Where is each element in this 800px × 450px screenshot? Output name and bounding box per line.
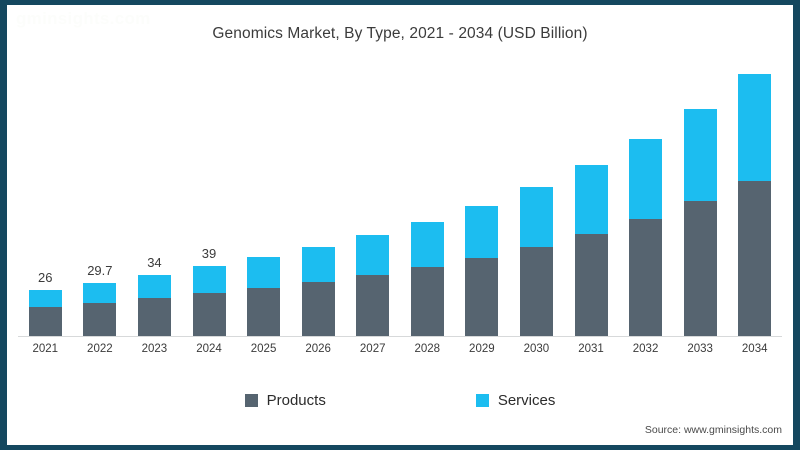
- x-axis-tick-label: 2025: [250, 343, 277, 355]
- bar-group[interactable]: 39: [192, 246, 226, 336]
- bar-group[interactable]: [356, 235, 390, 336]
- bar-segment-products[interactable]: [83, 303, 117, 336]
- frame-edge-bottom: [0, 445, 800, 450]
- bar-segment-products[interactable]: [465, 258, 499, 336]
- x-axis-tick-label: 2030: [523, 343, 550, 355]
- plot-area: 26 29.7 34 39: [18, 60, 782, 336]
- legend-label: Services: [497, 392, 556, 409]
- bar-segment-products[interactable]: [683, 201, 717, 336]
- bar-group[interactable]: [574, 165, 608, 336]
- x-axis-tick-label: 2023: [141, 343, 168, 355]
- bar-segment-services[interactable]: [192, 266, 226, 293]
- bar-segment-services[interactable]: [137, 275, 171, 298]
- x-axis-tick-label: 2028: [414, 343, 441, 355]
- bar-segment-services[interactable]: [629, 139, 663, 219]
- x-axis-tick-label: 2034: [741, 343, 768, 355]
- bar-segment-products[interactable]: [410, 267, 444, 336]
- bar-segment-services[interactable]: [683, 109, 717, 201]
- x-axis-tick-label: 2021: [32, 343, 59, 355]
- legend-swatch-icon: [475, 394, 489, 407]
- bar-group[interactable]: [301, 247, 335, 336]
- frame-edge-top: [0, 0, 800, 5]
- bar-segment-products[interactable]: [629, 219, 663, 336]
- x-axis-tick-label: 2029: [469, 343, 495, 355]
- bar-value-label: 26: [38, 270, 53, 285]
- bar-segment-products[interactable]: [28, 307, 62, 336]
- bar-group[interactable]: [629, 139, 663, 336]
- bar-group[interactable]: [683, 109, 717, 336]
- source-caption: Source: www.gminsights.com: [644, 424, 782, 436]
- bar-segment-products[interactable]: [192, 293, 226, 336]
- x-axis-line: [18, 336, 782, 337]
- x-axis-tick-label: 2033: [687, 343, 713, 355]
- bar-segment-services[interactable]: [574, 165, 608, 234]
- chart-legend: Products Services: [0, 392, 800, 409]
- bar-value-label: 34: [147, 255, 162, 270]
- bar-segment-products[interactable]: [574, 234, 608, 336]
- bar-segment-services[interactable]: [28, 290, 62, 307]
- bar-segment-services[interactable]: [738, 74, 772, 181]
- bar-group[interactable]: [410, 222, 444, 336]
- bar-group[interactable]: [247, 257, 281, 336]
- bar-group[interactable]: [465, 206, 499, 336]
- x-axis-tick-label: 2031: [578, 343, 604, 355]
- bar-segment-products[interactable]: [137, 298, 171, 336]
- bar-segment-products[interactable]: [356, 275, 390, 336]
- watermark-logo: gminsights.com: [16, 9, 151, 28]
- x-axis-tick-label: 2024: [196, 343, 222, 355]
- frame-edge-left: [0, 0, 7, 450]
- legend-swatch-icon: [244, 394, 258, 407]
- legend-item-products[interactable]: Products: [244, 392, 326, 409]
- bar-segment-products[interactable]: [738, 181, 772, 336]
- bar-segment-services[interactable]: [247, 257, 281, 288]
- bar-group[interactable]: 26: [28, 270, 62, 336]
- bar-segment-services[interactable]: [356, 235, 390, 275]
- bar-value-label: 39: [201, 246, 217, 261]
- x-axis-tick-label: 2026: [305, 343, 331, 355]
- x-axis-tick-label: 2032: [632, 343, 659, 355]
- bar-segment-products[interactable]: [247, 288, 281, 336]
- bar-segment-services[interactable]: [301, 247, 335, 282]
- x-axis-tick-label: 2022: [87, 343, 113, 355]
- bar-segment-services[interactable]: [519, 187, 553, 247]
- bar-segment-products[interactable]: [519, 247, 553, 336]
- bar-group[interactable]: 29.7: [83, 263, 117, 336]
- bar-value-label: 29.7: [87, 263, 113, 278]
- bar-group[interactable]: [738, 74, 772, 336]
- bar-segment-services[interactable]: [410, 222, 444, 267]
- bar-group[interactable]: 34: [137, 255, 171, 336]
- frame-edge-right: [793, 0, 800, 450]
- bar-segment-services[interactable]: [465, 206, 499, 258]
- legend-item-services[interactable]: Services: [475, 392, 556, 409]
- bar-segment-services[interactable]: [83, 283, 117, 303]
- x-axis-tick-label: 2027: [359, 343, 386, 355]
- legend-label: Products: [266, 392, 326, 409]
- bar-group[interactable]: [519, 187, 553, 336]
- chart-title: Genomics Market, By Type, 2021 - 2034 (U…: [212, 25, 588, 42]
- bar-segment-products[interactable]: [301, 282, 335, 336]
